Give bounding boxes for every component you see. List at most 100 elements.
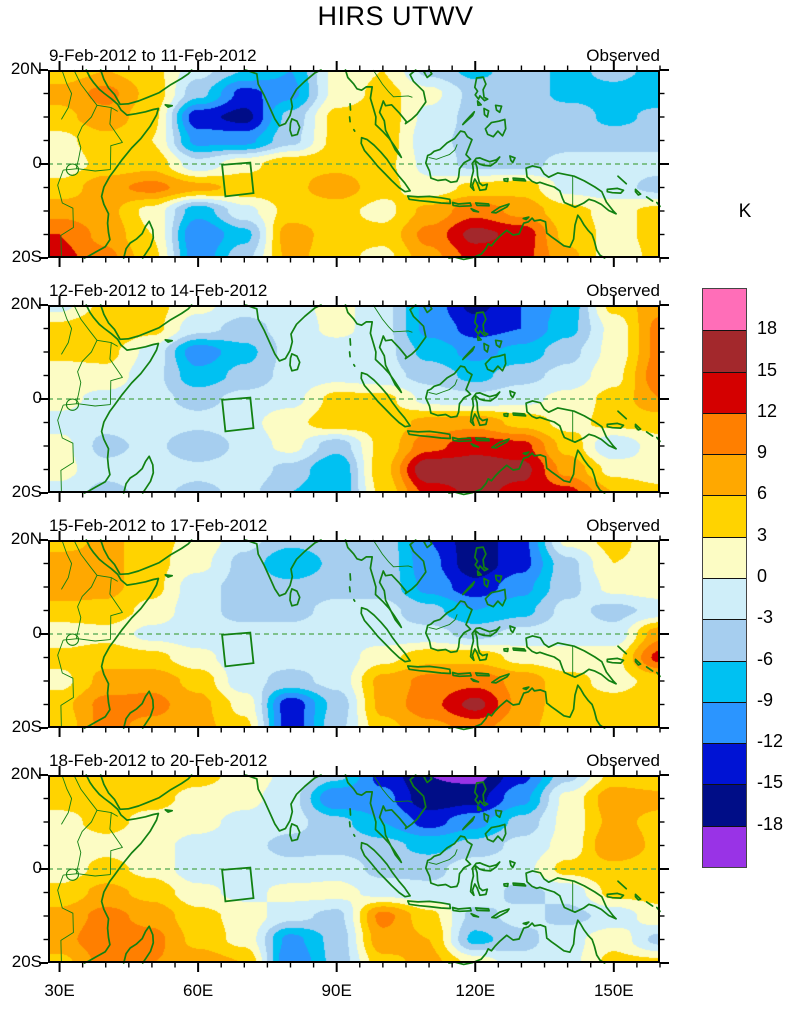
panel-source-label: Observed	[586, 46, 660, 65]
coastline	[512, 882, 527, 887]
colorbar-swatch	[703, 289, 746, 331]
coastline	[289, 823, 301, 842]
country-border	[372, 539, 413, 568]
coastline	[494, 574, 503, 584]
coastline	[483, 577, 490, 588]
coastline	[473, 76, 489, 102]
coastline	[289, 588, 301, 607]
coastline	[344, 304, 427, 394]
coastline	[503, 177, 509, 183]
map-frame	[48, 775, 660, 963]
map-overlay	[39, 296, 669, 502]
coastline	[83, 774, 160, 964]
colorbar-swatch	[703, 454, 746, 496]
coastline	[164, 103, 174, 108]
coastline	[645, 901, 654, 907]
country-border	[61, 539, 73, 590]
coastline	[476, 335, 483, 342]
coastline	[244, 304, 322, 362]
coastline	[606, 657, 625, 664]
colorbar-swatch	[703, 578, 746, 620]
country-border	[109, 342, 123, 405]
coastline	[476, 570, 483, 577]
coastline	[461, 580, 476, 596]
coastline	[473, 781, 489, 807]
coastline	[474, 907, 490, 912]
coastline	[83, 304, 160, 494]
coastline	[634, 188, 642, 196]
coastline	[484, 353, 507, 373]
colorbar-tick-label: 3	[757, 524, 768, 545]
coastline	[476, 100, 483, 107]
coastline	[348, 116, 351, 123]
country-border	[57, 874, 74, 964]
colorbar-tick-label: -15	[757, 772, 784, 793]
colorbar-swatch	[703, 660, 746, 702]
country-border	[428, 144, 458, 160]
colorbar-swatch	[703, 825, 746, 867]
coastline	[525, 870, 617, 920]
coastline	[617, 645, 628, 655]
coastline	[483, 812, 490, 823]
panel-date-range: 9-Feb-2012 to 11-Feb-2012	[49, 46, 257, 65]
country-border	[96, 104, 118, 112]
coastline	[244, 774, 322, 832]
coastline	[525, 400, 617, 450]
coastline	[525, 635, 617, 685]
coastline	[503, 882, 509, 888]
coastline	[512, 412, 527, 417]
colorbar	[702, 288, 747, 868]
coastline	[469, 391, 501, 427]
coastline	[344, 774, 427, 864]
lake-victoria-outline	[65, 868, 80, 881]
colorbar-tick-label: 9	[757, 442, 768, 463]
country-border	[57, 404, 74, 494]
colorbar-tick-label: -3	[757, 607, 774, 628]
colorbar-swatch	[703, 784, 746, 826]
coastline	[451, 436, 472, 443]
coastline	[99, 304, 193, 341]
coastline	[509, 625, 516, 634]
coastline	[424, 600, 473, 654]
lon-axis: 30E 60E 90E 120E 150E	[0, 979, 791, 1005]
coastline	[451, 201, 472, 208]
country-border	[63, 873, 111, 877]
coastline	[469, 156, 501, 192]
coastline	[512, 647, 527, 652]
colorbar-tick-label: 15	[757, 359, 778, 380]
map-panel-2: 12-Feb-2012 to 14-Feb-2012 Observed 20N 0…	[0, 279, 791, 502]
panel-source-label: Observed	[586, 281, 660, 300]
coastline	[509, 390, 516, 399]
colorbar-tick-label: -18	[757, 813, 784, 834]
coastline	[470, 677, 480, 683]
map-panel-1: 9-Feb-2012 to 11-Feb-2012 Observed 20N 0 2…	[0, 44, 791, 267]
figure-title: HIRS UTWV	[317, 1, 474, 31]
lake-victoria-outline	[65, 633, 80, 646]
lat-tick-label: 20S	[11, 952, 42, 971]
coastline	[448, 449, 606, 496]
coastline	[645, 431, 654, 437]
coastline	[99, 539, 193, 576]
coastline	[289, 353, 301, 372]
lat-tick-label: 20S	[11, 247, 42, 266]
coastline	[461, 345, 476, 361]
coastline	[122, 455, 155, 494]
country-border	[73, 539, 98, 639]
coastline	[424, 365, 473, 419]
coastline	[474, 437, 490, 442]
coastline	[473, 311, 489, 337]
coastline	[634, 658, 642, 666]
coastline	[470, 912, 480, 918]
lat-tick-label: 20N	[10, 529, 42, 548]
lake-victoria-outline	[65, 398, 80, 411]
country-border	[57, 639, 74, 729]
country-border	[73, 69, 98, 169]
coastline	[122, 690, 155, 729]
panel-header: 15-Feb-2012 to 17-Feb-2012 Observed	[48, 516, 660, 538]
colorbar-tick-label: 18	[757, 318, 778, 339]
coastline	[83, 69, 160, 259]
map-overlay	[39, 531, 669, 737]
coastline	[473, 546, 489, 572]
coastline	[344, 539, 427, 629]
